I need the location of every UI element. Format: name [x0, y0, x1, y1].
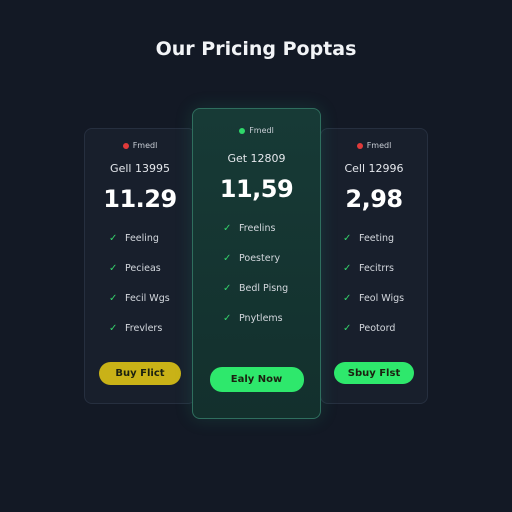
feature-text: Freelins [239, 223, 276, 234]
feature-text: Bedl Pisng [239, 283, 289, 294]
badge-text: Fmedl [366, 141, 392, 150]
pricing-card-featured: Fmedl Get 12809 11,59 ✓ Freelins ✓ Poester… [192, 108, 321, 419]
feature: ✓ Feeting [343, 233, 395, 244]
dot [122, 142, 129, 149]
feature-list: ✓ Feeting ✓ Fecitrrs ✓ Feol Wigs ✓ Peotord [321, 233, 427, 353]
feature-text: Pnytlems [239, 313, 283, 324]
feature-list: ✓ Freelins ✓ Poestery ✓ Bedl Pisng ✓ Pnytlem… [193, 223, 320, 343]
pricing-card: Fmedl Cell 12996 2,98 ✓ Feeting ✓ Fecitrrs… [320, 128, 428, 404]
feature-text: Feeting [359, 233, 395, 244]
buy-button[interactable]: Buy Flict [99, 362, 181, 385]
feature: ✓ Frevlers [109, 323, 163, 334]
dot [239, 127, 246, 134]
price: 11.29 [103, 185, 177, 213]
feature: ✓ Feeling [109, 233, 159, 244]
price: 11,59 [219, 175, 294, 203]
buy-button[interactable]: Ealy Now [209, 367, 304, 392]
feature-list: ✓ Feeling ✓ Pecieas ✓ Fecil Wgs ✓ Frevlers [85, 233, 195, 353]
feature: ✓ Feol Wigs [343, 293, 405, 304]
feature-text: Peotord [359, 323, 396, 334]
price: 2,98 [345, 185, 403, 213]
badge: Fmedl [321, 141, 427, 150]
feature-text: Fecil Wgs [125, 293, 170, 304]
feature-text: Pecieas [125, 263, 161, 274]
buy-button[interactable]: Sbuy Flst [334, 362, 414, 384]
plan-name: Get 12809 [227, 152, 286, 165]
page-title: Our Pricing Poptas [155, 38, 357, 60]
badge-text: Fmedl [249, 126, 274, 135]
badge: Fmedl [193, 126, 320, 135]
badge-text: Fmedl [132, 141, 158, 150]
badge: Fmedl [85, 141, 195, 150]
feature: ✓ Fecitrrs [343, 263, 394, 274]
feature: ✓ Pnytlems [223, 313, 283, 324]
pricing-card: Fmedl Gell 13995 11.29 ✓ Feeling ✓ Pecieas… [84, 128, 196, 404]
feature: ✓ Bedl Pisng [223, 283, 289, 294]
feature: ✓ Fecil Wgs [109, 293, 170, 304]
feature: ✓ Poestery [223, 253, 281, 264]
feature: ✓ Pecieas [109, 263, 161, 274]
feature: ✓ Freelins [223, 223, 276, 234]
feature-text: Frevlers [125, 323, 163, 334]
dot [356, 142, 363, 149]
plan-name: Cell 12996 [344, 162, 404, 175]
feature: ✓ Peotord [343, 323, 396, 334]
feature-text: Feol Wigs [359, 293, 405, 304]
plan-name: Gell 13995 [110, 162, 170, 175]
feature-text: Poestery [239, 253, 281, 264]
feature-text: Feeling [125, 233, 159, 244]
feature-text: Fecitrrs [359, 263, 394, 274]
